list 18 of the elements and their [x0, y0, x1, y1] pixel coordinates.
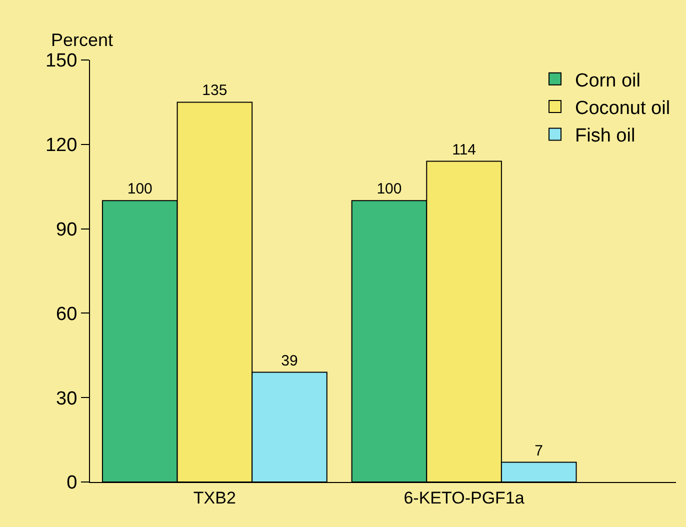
- data-label: 114: [452, 141, 476, 158]
- data-label: 135: [202, 82, 228, 100]
- x-tick-label: 6-KETO-PGF1a: [404, 488, 525, 508]
- y-axis-title: Percent: [51, 30, 114, 50]
- legend-label: Coconut oil: [575, 98, 670, 119]
- y-tick-label: 120: [45, 135, 78, 156]
- y-tick-label: 90: [56, 219, 78, 240]
- data-label: 100: [127, 180, 152, 198]
- x-tick-label: TXB2: [193, 488, 236, 508]
- y-tick-label: 150: [45, 50, 78, 72]
- legend-label: Corn oil: [575, 70, 640, 92]
- legend-label: Fish oil: [575, 126, 636, 147]
- data-label: 7: [534, 442, 544, 460]
- data-label: 100: [376, 180, 402, 198]
- y-tick-label: 0: [66, 472, 78, 494]
- data-label: 39: [281, 352, 298, 370]
- y-tick-label: 30: [56, 388, 78, 410]
- y-tick-label: 60: [56, 304, 78, 325]
